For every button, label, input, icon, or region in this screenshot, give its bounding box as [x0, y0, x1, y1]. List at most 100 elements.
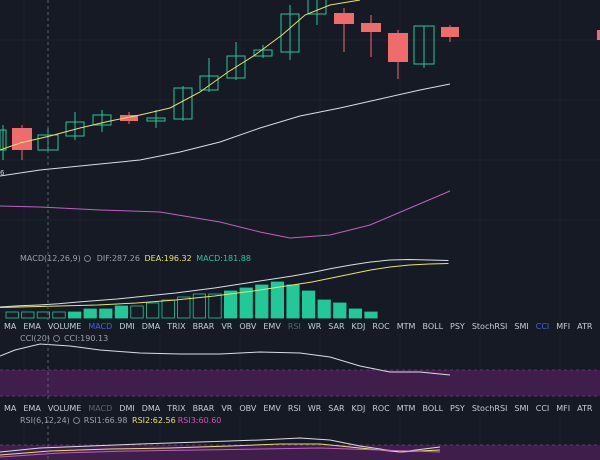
- rsi2-value: RSI2:62.56: [132, 416, 176, 425]
- tab-dmi[interactable]: DMI: [119, 322, 135, 331]
- candlestick-series: [0, 0, 600, 160]
- tab-ema[interactable]: EMA: [23, 322, 41, 331]
- macd-histogram-bar: [223, 290, 238, 319]
- tab-trix[interactable]: TRIX: [167, 322, 186, 331]
- candle-body-down: [388, 33, 408, 62]
- tab-sar[interactable]: SAR: [328, 404, 345, 413]
- tab-roc[interactable]: ROC: [372, 322, 390, 331]
- macd-histogram-bar: [333, 302, 347, 319]
- tab-psy[interactable]: PSY: [450, 404, 465, 413]
- tab-macd[interactable]: MACD: [88, 322, 113, 331]
- tab-smi[interactable]: SMI: [514, 404, 529, 413]
- tab-kdj[interactable]: KDJ: [351, 322, 366, 331]
- candle-body-up: [280, 13, 300, 53]
- tab-wr[interactable]: WR: [307, 404, 322, 413]
- tab-ma[interactable]: MA: [4, 404, 17, 413]
- tab-mtm[interactable]: MTM: [396, 322, 416, 331]
- candle-body-up: [226, 55, 246, 79]
- tab-dma[interactable]: DMA: [141, 404, 161, 413]
- tab-vr[interactable]: VR: [221, 322, 233, 331]
- tab-vr[interactable]: VR: [221, 404, 233, 413]
- tab-ma[interactable]: MA: [4, 322, 17, 331]
- macd-dea-line: [0, 263, 449, 308]
- tab-ema[interactable]: EMA: [23, 404, 41, 413]
- macd-histogram-bar: [99, 308, 113, 319]
- tab-mtm[interactable]: MTM: [396, 404, 416, 413]
- macd-pane: [0, 258, 449, 319]
- settings-gear-icon[interactable]: [83, 254, 91, 262]
- macd-histogram-bar: [286, 284, 300, 319]
- cci-line: [0, 343, 451, 376]
- candle-body-down: [441, 27, 459, 37]
- tab-rsi[interactable]: RSI: [287, 404, 301, 413]
- tab-mfi[interactable]: MFI: [556, 322, 571, 331]
- tab-emv[interactable]: EMV: [263, 322, 281, 331]
- candle-body-up: [0, 129, 7, 151]
- settings-gear-icon[interactable]: [52, 334, 60, 342]
- tab-smi[interactable]: SMI: [514, 322, 529, 331]
- tab-kdj[interactable]: KDJ: [351, 404, 366, 413]
- candle-body-up: [146, 117, 166, 122]
- cci-pane: [0, 343, 600, 397]
- macd-histogram-bar: [317, 299, 331, 319]
- tab-emv[interactable]: EMV: [263, 404, 281, 413]
- macd-histogram-bar: [270, 281, 285, 319]
- tab-atr[interactable]: ATR: [577, 322, 593, 331]
- tab-roc[interactable]: ROC: [372, 404, 390, 413]
- tab-boll[interactable]: BOLL: [422, 404, 444, 413]
- tab-cci[interactable]: CCI: [535, 404, 550, 413]
- macd-histogram-bar: [208, 293, 222, 319]
- ma-line-fast: [0, 0, 361, 151]
- macd-histogram-bar: [5, 311, 19, 319]
- settings-gear-icon[interactable]: [72, 416, 80, 424]
- tab-dma[interactable]: DMA: [141, 322, 161, 331]
- tab-dmi[interactable]: DMI: [119, 404, 135, 413]
- tab-cci[interactable]: CCI: [535, 322, 550, 331]
- tab-wr[interactable]: WR: [307, 322, 322, 331]
- candle-body-down: [334, 13, 354, 24]
- cci-indicator-name: CCI(20): [20, 334, 50, 343]
- candle-body-up: [413, 25, 435, 65]
- tab-stochrsi[interactable]: StochRSI: [471, 404, 508, 413]
- tab-sar[interactable]: SAR: [328, 322, 345, 331]
- rsi3-line: [0, 447, 441, 458]
- rsi1-line: [0, 437, 441, 453]
- rsi1-value: RSI1:66.98: [83, 416, 128, 425]
- macd-histogram-bar: [68, 311, 82, 319]
- tab-volume[interactable]: VOLUME: [47, 322, 82, 331]
- volume-ma-line: [0, 190, 451, 239]
- rsi3-value: RSI3:60.60: [177, 416, 222, 425]
- tab-trix[interactable]: TRIX: [167, 404, 186, 413]
- macd-legend: MACD(12,26,9) DIF:287.26 DEA:196.32 MACD:…: [0, 252, 251, 266]
- macd-histogram-bar: [21, 311, 35, 319]
- tab-atr[interactable]: ATR: [577, 404, 593, 413]
- tab-boll[interactable]: BOLL: [422, 322, 444, 331]
- macd-dif-value: DIF:287.26: [96, 254, 140, 263]
- tab-obv[interactable]: OBV: [239, 404, 257, 413]
- macd-dea-value: DEA:196.32: [144, 254, 192, 263]
- tab-rsi[interactable]: RSI: [287, 322, 301, 331]
- macd-value: MACD:181.88: [196, 254, 251, 263]
- tab-brar[interactable]: BRAR: [192, 322, 215, 331]
- rsi-indicator-name: RSI(6,12,24): [20, 416, 70, 425]
- tab-macd[interactable]: MACD: [88, 404, 113, 413]
- tab-brar[interactable]: BRAR: [192, 404, 215, 413]
- tab-psy[interactable]: PSY: [450, 322, 465, 331]
- tab-volume[interactable]: VOLUME: [47, 404, 82, 413]
- macd-histogram-bar: [114, 305, 128, 319]
- candle-body-up: [173, 87, 193, 120]
- macd-histogram-bar: [301, 290, 316, 319]
- macd-histogram-bar: [364, 311, 378, 319]
- rsi-legend: RSI(6,12,24) RSI1:66.98 RSI2:62.56 RSI3:60…: [0, 414, 221, 428]
- cci-band: [0, 370, 600, 396]
- macd-histogram-bar: [36, 311, 51, 319]
- macd-histogram-bar: [130, 305, 144, 319]
- macd-histogram-bar: [161, 299, 175, 319]
- macd-histogram-bar: [145, 302, 160, 319]
- tab-stochrsi[interactable]: StochRSI: [471, 322, 508, 331]
- tab-obv[interactable]: OBV: [239, 322, 257, 331]
- tab-mfi[interactable]: MFI: [556, 404, 571, 413]
